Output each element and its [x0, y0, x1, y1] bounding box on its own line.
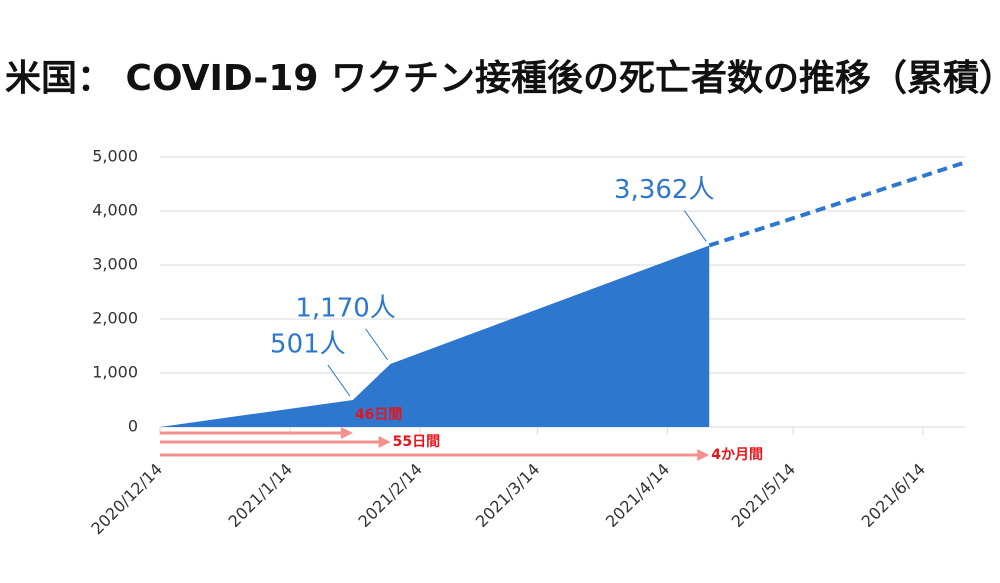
label-leader [365, 328, 389, 361]
arrow-head [340, 427, 353, 439]
y-tick-label: 2,000 [92, 309, 138, 328]
y-tick-label: 4,000 [92, 201, 138, 220]
x-tick-label: 2021/3/14 [472, 460, 543, 531]
x-tick-label: 2020/12/14 [87, 460, 166, 539]
label-leader [683, 210, 707, 242]
x-tick-label: 2021/4/14 [602, 460, 673, 531]
area [160, 245, 710, 427]
arrow-head [378, 436, 391, 448]
data-label: 3,362人 [614, 175, 714, 205]
projection-line [708, 160, 966, 248]
duration-label: 4か月間 [711, 447, 763, 463]
duration-label: 55日間 [393, 434, 440, 450]
arrow-head [697, 449, 710, 461]
x-tick-label: 2021/6/14 [858, 460, 929, 531]
data-label: 501人 [270, 329, 346, 359]
data-label: 1,170人 [295, 293, 395, 323]
y-tick-label: 5,000 [92, 147, 138, 166]
x-tick-label: 2021/2/14 [355, 460, 426, 531]
y-tick-label: 1,000 [92, 363, 138, 382]
x-tick-label: 2021/1/14 [225, 460, 296, 531]
x-tick-label: 2021/5/14 [728, 460, 799, 531]
label-leader [327, 364, 351, 397]
duration-label: 46日間 [355, 407, 402, 423]
chart-title: 米国： COVID-19 ワクチン接種後の死亡者数の推移（累積） [5, 58, 1000, 99]
y-tick-label: 0 [128, 417, 138, 436]
y-tick-label: 3,000 [92, 255, 138, 274]
